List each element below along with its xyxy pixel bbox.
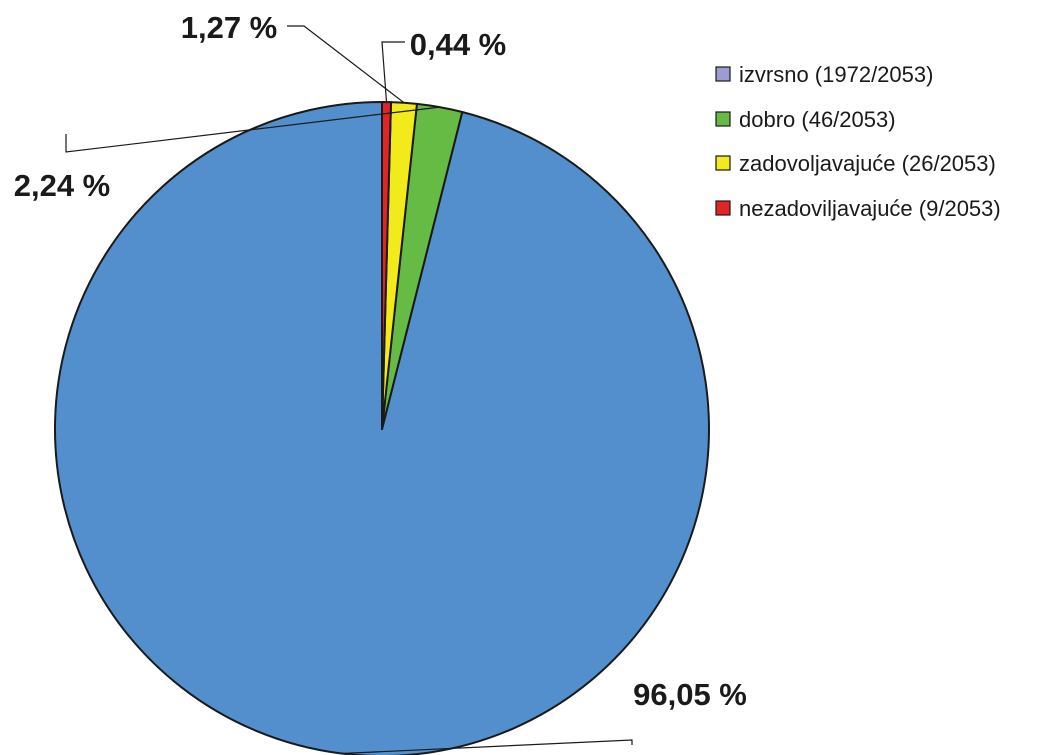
- legend-item-izvrsno: izvrsno (1972/2053): [715, 62, 933, 87]
- slice-label-nezadovoljavajuce: 0,44 %: [410, 27, 507, 62]
- legend-label-izvrsno: izvrsno (1972/2053): [739, 62, 933, 87]
- pie-slice-nezadovoljavajuce: [381, 100, 393, 430]
- legend-label-nezadovoljavajuce: nezadoviljavajuće (9/2053): [739, 196, 1001, 221]
- legend-label-zadovoljavajuce: zadovoljavajuće (26/2053): [739, 151, 996, 176]
- legend-swatch-nezadovoljavajuce: [715, 200, 731, 216]
- leader-line-izvrsno: [341, 739, 633, 755]
- legend-swatch-dobro: [715, 111, 731, 127]
- legend-item-zadovoljavajuce: zadovoljavajuće (26/2053): [715, 151, 996, 176]
- legend-item-nezadovoljavajuce: nezadoviljavajuće (9/2053): [715, 196, 1001, 221]
- legend-label-dobro: dobro (46/2053): [739, 107, 896, 132]
- legend-swatch-izvrsno: [715, 66, 731, 82]
- legend-item-dobro: dobro (46/2053): [715, 107, 896, 132]
- legend: izvrsno (1972/2053) dobro (46/2053) zado…: [715, 62, 1001, 221]
- slice-label-dobro: 2,24 %: [14, 168, 111, 203]
- slice-label-izvrsno: 96,05 %: [633, 677, 747, 712]
- pie-slices: [53, 100, 710, 755]
- leader-line-zadovoljavajuce: [287, 25, 405, 104]
- slice-label-zadovoljavajuce: 1,27 %: [181, 10, 278, 45]
- leader-line-nezadovoljavajuce: [381, 41, 405, 103]
- leader-lines: [65, 25, 633, 755]
- legend-swatch-zadovoljavajuce: [715, 155, 731, 171]
- leader-line-dobro: [65, 106, 440, 153]
